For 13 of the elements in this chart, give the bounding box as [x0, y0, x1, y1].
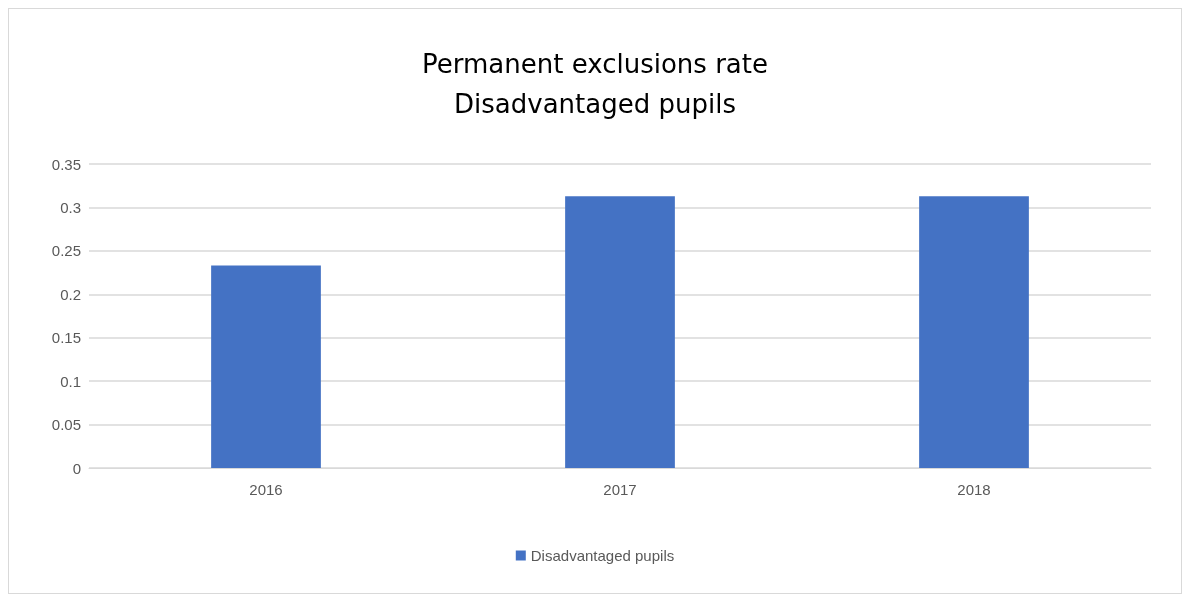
- x-tick-label: 2018: [957, 481, 991, 498]
- y-tick-label: 0.05: [51, 416, 81, 434]
- y-tick-label: 0.2: [60, 285, 81, 303]
- y-tick-label: 0.15: [51, 329, 81, 347]
- chart-title: Permanent exclusions rate Disadvantaged pupils: [422, 49, 768, 119]
- y-tick-label: 0.25: [51, 242, 81, 260]
- legend-label: Disadvantaged pupils: [530, 547, 675, 564]
- y-tick-label: 0.1: [60, 372, 81, 390]
- y-tick-label: 0.3: [60, 198, 81, 216]
- x-tick-label: 2016: [249, 481, 283, 498]
- y-tick-label: 0: [72, 459, 81, 477]
- y-tick-label: 0.35: [51, 155, 81, 173]
- x-tick-label: 2017: [603, 481, 637, 498]
